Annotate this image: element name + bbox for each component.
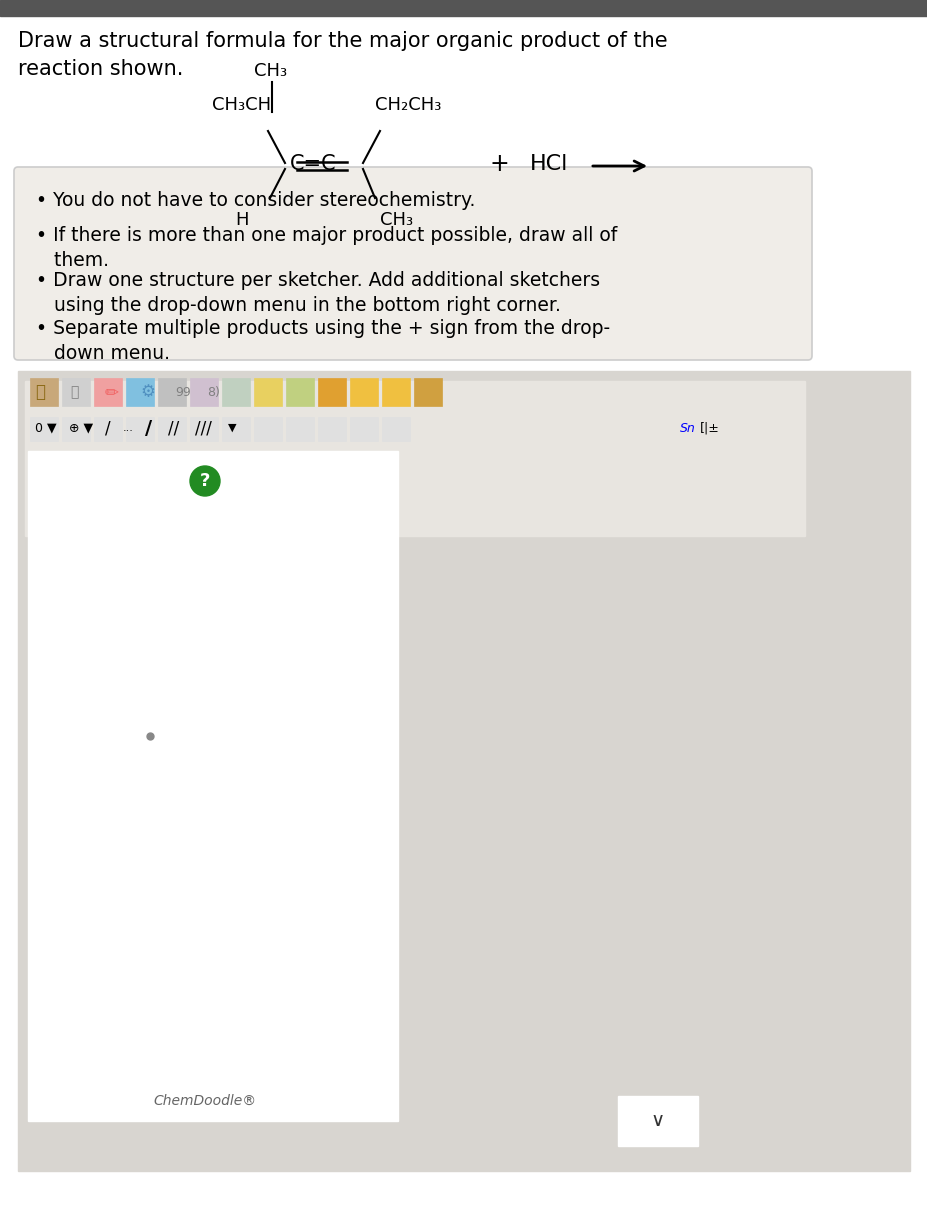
Bar	[413, 378, 441, 406]
Bar	[617, 1096, 697, 1146]
Text: /: /	[145, 418, 152, 438]
Text: 99: 99	[175, 385, 191, 398]
Bar	[126, 417, 154, 441]
Text: [|±: [|±	[699, 422, 719, 434]
Text: CH₃: CH₃	[254, 63, 286, 80]
Text: ChemDoodle®: ChemDoodle®	[153, 1094, 256, 1108]
Bar	[382, 417, 410, 441]
Bar	[94, 417, 121, 441]
Bar	[0, 0, 927, 16]
Text: ⚙: ⚙	[140, 383, 155, 401]
Bar	[254, 378, 282, 406]
Bar	[28, 451, 398, 1121]
Text: ∨: ∨	[650, 1112, 665, 1130]
Text: HCl: HCl	[529, 154, 567, 174]
Text: CH₃CH: CH₃CH	[211, 96, 271, 114]
Bar	[318, 378, 346, 406]
Text: • Draw one structure per sketcher. Add additional sketchers
   using the drop-do: • Draw one structure per sketcher. Add a…	[36, 271, 600, 315]
Text: • If there is more than one major product possible, draw all of
   them.: • If there is more than one major produc…	[36, 226, 616, 270]
Text: • Separate multiple products using the + sign from the drop-
   down menu.: • Separate multiple products using the +…	[36, 319, 609, 363]
Text: ▼: ▼	[228, 423, 236, 433]
Text: • You do not have to consider stereochemistry.: • You do not have to consider stereochem…	[36, 191, 475, 210]
Circle shape	[190, 466, 220, 497]
Text: 8): 8)	[207, 385, 220, 398]
Bar	[158, 417, 185, 441]
Bar	[30, 378, 57, 406]
Bar	[349, 378, 377, 406]
Bar	[25, 381, 804, 536]
Text: ⊕ ▼: ⊕ ▼	[69, 422, 93, 434]
Bar	[254, 417, 282, 441]
Text: CH₂CH₃: CH₂CH₃	[375, 96, 441, 114]
Text: //: //	[168, 419, 179, 436]
Bar	[286, 378, 313, 406]
Text: C=C: C=C	[289, 154, 337, 174]
Text: 🏠: 🏠	[70, 385, 78, 398]
Text: ...: ...	[123, 423, 133, 433]
Text: ///: ///	[195, 419, 211, 436]
Bar	[349, 417, 377, 441]
Bar	[286, 417, 313, 441]
Bar	[222, 417, 249, 441]
Text: ?: ?	[199, 472, 210, 490]
Bar	[190, 417, 218, 441]
Text: +: +	[489, 152, 509, 177]
Text: Sn: Sn	[679, 422, 695, 434]
Bar	[18, 371, 909, 1171]
Text: Draw a structural formula for the major organic product of the
reaction shown.: Draw a structural formula for the major …	[18, 31, 667, 78]
Bar	[222, 378, 249, 406]
Text: /: /	[105, 419, 110, 436]
Bar	[382, 378, 410, 406]
Text: ✏: ✏	[105, 383, 119, 401]
Text: ✋: ✋	[35, 383, 44, 401]
Bar	[62, 417, 90, 441]
Bar	[190, 378, 218, 406]
Bar	[126, 378, 154, 406]
FancyBboxPatch shape	[14, 167, 811, 360]
Bar	[62, 378, 90, 406]
Text: CH₃: CH₃	[379, 211, 413, 229]
Text: H: H	[235, 211, 248, 229]
Bar	[94, 378, 121, 406]
Bar	[158, 378, 185, 406]
Bar	[30, 417, 57, 441]
Text: 0 ▼: 0 ▼	[35, 422, 57, 434]
Bar	[318, 417, 346, 441]
